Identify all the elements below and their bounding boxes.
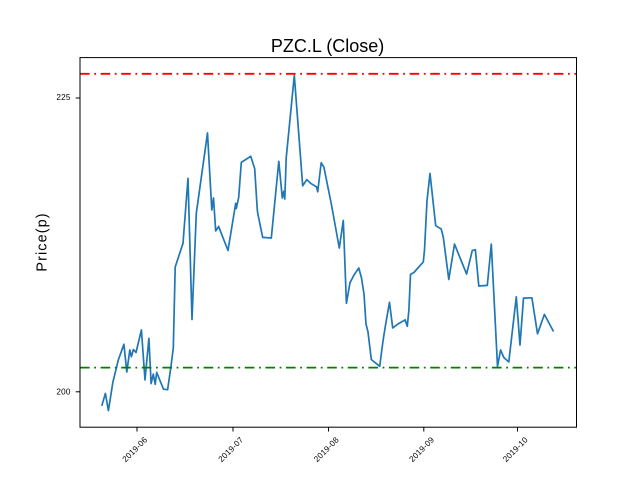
svg-text:200: 200 — [56, 387, 71, 396]
svg-text:PZC.L (Close): PZC.L (Close) — [271, 36, 384, 56]
svg-text:225: 225 — [56, 93, 71, 102]
svg-text:Price(p): Price(p) — [35, 212, 51, 271]
